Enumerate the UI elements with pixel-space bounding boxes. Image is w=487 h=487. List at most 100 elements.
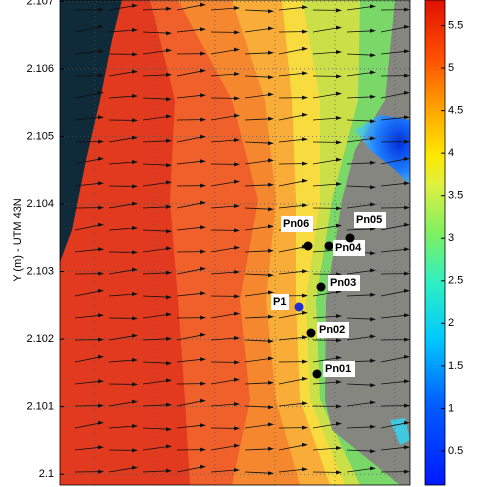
colorbar <box>424 0 446 486</box>
arrow <box>244 118 272 121</box>
arrow-head <box>200 381 206 386</box>
arrow-head <box>166 336 172 341</box>
y-tick-label: 2.101 <box>26 401 54 413</box>
arrow <box>108 401 136 407</box>
arrow <box>244 424 272 429</box>
arrow-head <box>302 376 308 381</box>
arrow-head <box>370 449 376 454</box>
arrow-head <box>336 140 342 145</box>
arrow-head <box>404 379 410 384</box>
arrow-head <box>234 113 240 118</box>
arrow-head <box>98 73 104 78</box>
arrow-head <box>404 205 410 210</box>
arrow <box>244 160 272 165</box>
arrow <box>312 183 340 187</box>
arrow-head <box>132 201 138 206</box>
land <box>60 0 122 262</box>
arrow-head <box>268 224 274 229</box>
arrow-head <box>302 46 308 51</box>
arrow-head <box>370 185 376 190</box>
arrow-head <box>268 75 274 80</box>
arrow-head <box>302 335 308 340</box>
arrow-head <box>200 266 206 271</box>
arrow-head <box>234 72 240 76</box>
arrow-head <box>234 96 240 101</box>
arrow-head <box>336 380 342 384</box>
arrow-head <box>268 356 274 361</box>
arrow-head <box>200 291 206 296</box>
arrow-head <box>98 469 104 474</box>
arrow-head <box>302 29 308 34</box>
arrow <box>244 28 272 33</box>
arrow <box>108 269 136 275</box>
arrow-head <box>98 49 104 54</box>
arrow <box>210 49 238 55</box>
arrow-head <box>404 181 410 186</box>
arrow-head <box>98 313 104 318</box>
arrow <box>244 94 272 99</box>
arrow-head <box>268 158 274 163</box>
arrow <box>142 31 170 34</box>
arrow <box>74 158 102 165</box>
arrow-head <box>336 404 342 409</box>
point-label: Pn03 <box>330 277 356 289</box>
arrow-head <box>370 268 376 273</box>
arrow-head <box>98 181 104 186</box>
arrow <box>108 71 136 77</box>
arrow-head <box>98 271 104 276</box>
arrow-head <box>404 288 410 293</box>
arrow-head <box>268 405 274 410</box>
arrow <box>142 97 170 100</box>
arrow-head <box>132 94 138 98</box>
arrow-head <box>166 6 172 11</box>
arrow <box>346 317 374 320</box>
arrow <box>108 95 136 99</box>
arrow-head <box>234 47 240 52</box>
arrow-head <box>336 91 342 96</box>
arrow <box>176 400 204 407</box>
arrow-head <box>370 400 376 405</box>
arrow-head <box>404 337 410 342</box>
arrow-head <box>200 93 206 98</box>
arrow-head <box>234 245 240 250</box>
band <box>355 115 410 185</box>
arrow-head <box>132 292 138 296</box>
arrow-head <box>200 51 206 56</box>
arrow <box>278 138 306 143</box>
arrow <box>142 446 170 451</box>
arrow <box>74 26 102 33</box>
point-marker <box>294 302 304 312</box>
arrow-head <box>166 31 172 36</box>
arrow-head <box>166 312 172 317</box>
arrow-head <box>166 402 172 407</box>
point-label-box <box>328 275 360 291</box>
point-label: Pn02 <box>319 324 345 336</box>
arrow-head <box>404 115 410 120</box>
arrow-head <box>200 134 206 139</box>
arrow <box>142 248 170 253</box>
arrow-head <box>166 97 172 102</box>
arrow <box>346 138 374 143</box>
arrow <box>346 96 374 99</box>
arrow <box>312 381 340 385</box>
arrow-head <box>98 379 104 384</box>
arrow-head <box>234 270 240 274</box>
arrow <box>278 246 306 253</box>
arrow <box>312 93 340 99</box>
y-tick-label: 2.106 <box>26 63 54 75</box>
arrow-head <box>98 354 104 359</box>
arrow <box>210 403 238 407</box>
arrow-head <box>404 469 410 474</box>
point-marker <box>316 282 326 292</box>
arrow <box>74 248 102 253</box>
arrow-head <box>268 9 274 14</box>
arrow-head <box>132 333 138 338</box>
arrow <box>176 94 204 99</box>
arrow <box>74 116 102 121</box>
arrow <box>176 268 204 275</box>
colorbar-tick-label: 5 <box>448 62 454 74</box>
arrow-head <box>268 50 274 55</box>
arrow-head <box>132 424 138 428</box>
arrow-head <box>404 313 410 318</box>
arrow <box>244 316 272 319</box>
